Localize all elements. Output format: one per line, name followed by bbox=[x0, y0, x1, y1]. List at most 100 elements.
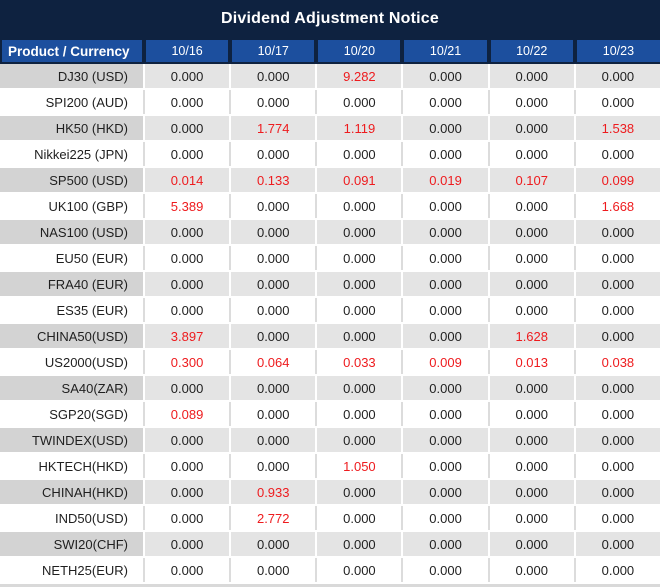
column-header-date: 10/20 bbox=[318, 40, 401, 62]
dividend-value: 1.774 bbox=[231, 116, 316, 140]
dividend-value: 0.000 bbox=[317, 272, 402, 296]
dividend-value: 0.091 bbox=[317, 168, 402, 192]
dividend-value: 0.000 bbox=[489, 402, 574, 426]
dividend-value: 0.000 bbox=[231, 220, 316, 244]
dividend-value: 0.000 bbox=[403, 480, 488, 504]
column-header-date: 10/17 bbox=[232, 40, 315, 62]
product-label: IND50(USD) bbox=[0, 506, 143, 530]
dividend-value: 0.933 bbox=[231, 480, 316, 504]
dividend-value: 0.000 bbox=[231, 298, 316, 322]
dividend-value: 3.897 bbox=[145, 324, 230, 348]
dividend-value: 0.000 bbox=[403, 506, 488, 530]
dividend-value: 0.000 bbox=[489, 194, 574, 218]
dividend-value: 0.000 bbox=[403, 194, 488, 218]
dividend-value: 0.000 bbox=[317, 142, 402, 166]
dividend-value: 0.000 bbox=[575, 480, 660, 504]
dividend-value: 0.000 bbox=[489, 428, 574, 452]
dividend-value: 0.089 bbox=[145, 402, 230, 426]
table-row: SWI20(CHF) 0.000 0.000 0.000 0.000 0.000 0.000 bbox=[0, 532, 660, 556]
dividend-value: 0.000 bbox=[145, 64, 230, 88]
dividend-value: 0.000 bbox=[575, 64, 660, 88]
dividend-value: 0.000 bbox=[489, 558, 574, 582]
dividend-value: 0.000 bbox=[575, 532, 660, 556]
dividend-value: 0.000 bbox=[489, 90, 574, 114]
dividend-value: 0.009 bbox=[403, 350, 488, 374]
dividend-value: 0.000 bbox=[317, 246, 402, 270]
dividend-value: 0.000 bbox=[575, 376, 660, 400]
dividend-value: 0.000 bbox=[403, 246, 488, 270]
dividend-value: 0.133 bbox=[231, 168, 316, 192]
dividend-value: 0.000 bbox=[317, 324, 402, 348]
table-row: FRA40 (EUR) 0.000 0.000 0.000 0.000 0.000 0.00… bbox=[0, 272, 660, 296]
dividend-value: 0.000 bbox=[575, 428, 660, 452]
dividend-value: 0.000 bbox=[575, 402, 660, 426]
dividend-value: 0.000 bbox=[317, 90, 402, 114]
dividend-value: 0.000 bbox=[231, 324, 316, 348]
product-label: ES35 (EUR) bbox=[0, 298, 143, 322]
table-row: SP500 (USD) 0.014 0.133 0.091 0.019 0.107 0.09… bbox=[0, 168, 660, 192]
dividend-value: 0.000 bbox=[317, 480, 402, 504]
dividend-value: 2.772 bbox=[231, 506, 316, 530]
dividend-value: 0.000 bbox=[231, 454, 316, 478]
dividend-value: 5.389 bbox=[145, 194, 230, 218]
table-row: EU50 (EUR) 0.000 0.000 0.000 0.000 0.000 0.000 bbox=[0, 246, 660, 270]
dividend-value: 0.000 bbox=[145, 246, 230, 270]
table-body: DJ30 (USD) 0.000 0.000 9.282 0.000 0.000 0.000… bbox=[0, 64, 660, 582]
column-header-date: 10/23 bbox=[576, 40, 660, 62]
dividend-value: 0.000 bbox=[317, 194, 402, 218]
dividend-value: 0.000 bbox=[489, 64, 574, 88]
dividend-value: 0.000 bbox=[489, 272, 574, 296]
dividend-value: 0.000 bbox=[317, 532, 402, 556]
table-row: SPI200 (AUD) 0.000 0.000 0.000 0.000 0.000 0.0… bbox=[0, 90, 660, 114]
table-row: SGP20(SGD) 0.089 0.000 0.000 0.000 0.000 0.000 bbox=[0, 402, 660, 426]
dividend-value: 1.050 bbox=[317, 454, 402, 478]
dividend-value: 0.000 bbox=[403, 428, 488, 452]
table-row: NETH25(EUR) 0.000 0.000 0.000 0.000 0.000 0.00… bbox=[0, 558, 660, 582]
dividend-value: 0.000 bbox=[231, 532, 316, 556]
dividend-value: 0.000 bbox=[489, 506, 574, 530]
table-row: HKTECH(HKD) 0.000 0.000 1.050 0.000 0.000 0.00… bbox=[0, 454, 660, 478]
dividend-value: 1.668 bbox=[575, 194, 660, 218]
table-row: Nikkei225 (JPN) 0.000 0.000 0.000 0.000 0.000… bbox=[0, 142, 660, 166]
dividend-value: 0.038 bbox=[575, 350, 660, 374]
dividend-value: 0.000 bbox=[403, 272, 488, 296]
product-label: EU50 (EUR) bbox=[0, 246, 143, 270]
table-row: ES35 (EUR) 0.000 0.000 0.000 0.000 0.000 0.000 bbox=[0, 298, 660, 322]
dividend-value: 0.000 bbox=[145, 116, 230, 140]
column-header-date: 10/16 bbox=[146, 40, 229, 62]
dividend-value: 0.000 bbox=[489, 454, 574, 478]
dividend-value: 0.107 bbox=[489, 168, 574, 192]
product-label: CHINA50(USD) bbox=[0, 324, 143, 348]
dividend-value: 0.000 bbox=[145, 480, 230, 504]
dividend-value: 0.000 bbox=[403, 220, 488, 244]
dividend-value: 0.000 bbox=[403, 532, 488, 556]
dividend-value: 1.538 bbox=[575, 116, 660, 140]
dividend-value: 0.000 bbox=[403, 558, 488, 582]
dividend-value: 0.019 bbox=[403, 168, 488, 192]
dividend-value: 0.000 bbox=[231, 64, 316, 88]
dividend-value: 0.099 bbox=[575, 168, 660, 192]
table-row: DJ30 (USD) 0.000 0.000 9.282 0.000 0.000 0.000 bbox=[0, 64, 660, 88]
dividend-value: 0.000 bbox=[231, 402, 316, 426]
dividend-value: 0.000 bbox=[317, 558, 402, 582]
product-label: US2000(USD) bbox=[0, 350, 143, 374]
column-header-date: 10/21 bbox=[404, 40, 487, 62]
product-label: Nikkei225 (JPN) bbox=[0, 142, 143, 166]
dividend-value: 0.000 bbox=[403, 64, 488, 88]
dividend-value: 0.000 bbox=[403, 376, 488, 400]
dividend-value: 0.000 bbox=[145, 298, 230, 322]
product-label: TWINDEX(USD) bbox=[0, 428, 143, 452]
dividend-value: 0.000 bbox=[489, 376, 574, 400]
dividend-value: 0.000 bbox=[575, 298, 660, 322]
dividend-value: 0.000 bbox=[575, 506, 660, 530]
dividend-value: 0.000 bbox=[575, 220, 660, 244]
dividend-value: 0.300 bbox=[145, 350, 230, 374]
dividend-value: 0.000 bbox=[403, 116, 488, 140]
product-label: SGP20(SGD) bbox=[0, 402, 143, 426]
dividend-value: 0.000 bbox=[145, 428, 230, 452]
table-row: SA40(ZAR) 0.000 0.000 0.000 0.000 0.000 0.000 bbox=[0, 376, 660, 400]
dividend-value: 0.000 bbox=[231, 142, 316, 166]
table-row: US2000(USD) 0.300 0.064 0.033 0.009 0.013 0.03… bbox=[0, 350, 660, 374]
product-label: NETH25(EUR) bbox=[0, 558, 143, 582]
